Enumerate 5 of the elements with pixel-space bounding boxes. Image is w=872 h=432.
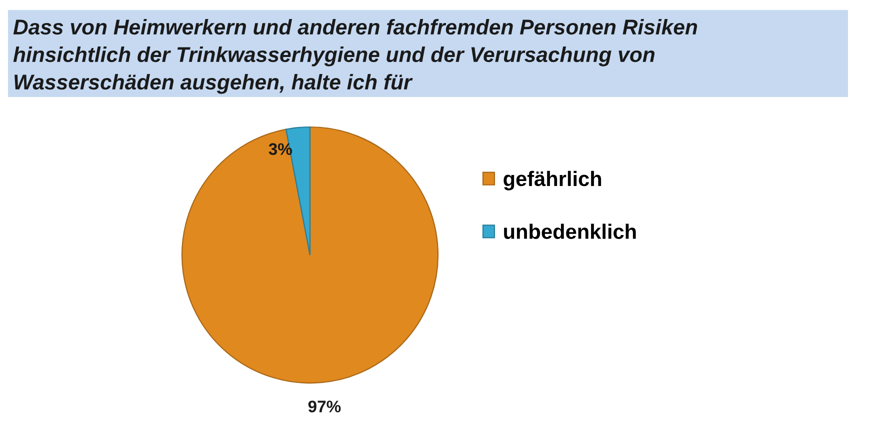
legend-label: gefährlich (504, 170, 602, 190)
chart-title: Dass von Heimwerkern und anderen fachfremden Personen Risiken hinsichtlich der Trinkwasserhygiene und der Verursachung von Wasserschäden ausgehen, halte ich für (13, 19, 698, 94)
legend-label: unbedenklich (504, 224, 636, 240)
data-label: 97% (308, 400, 341, 412)
pie-slice (181, 126, 439, 384)
